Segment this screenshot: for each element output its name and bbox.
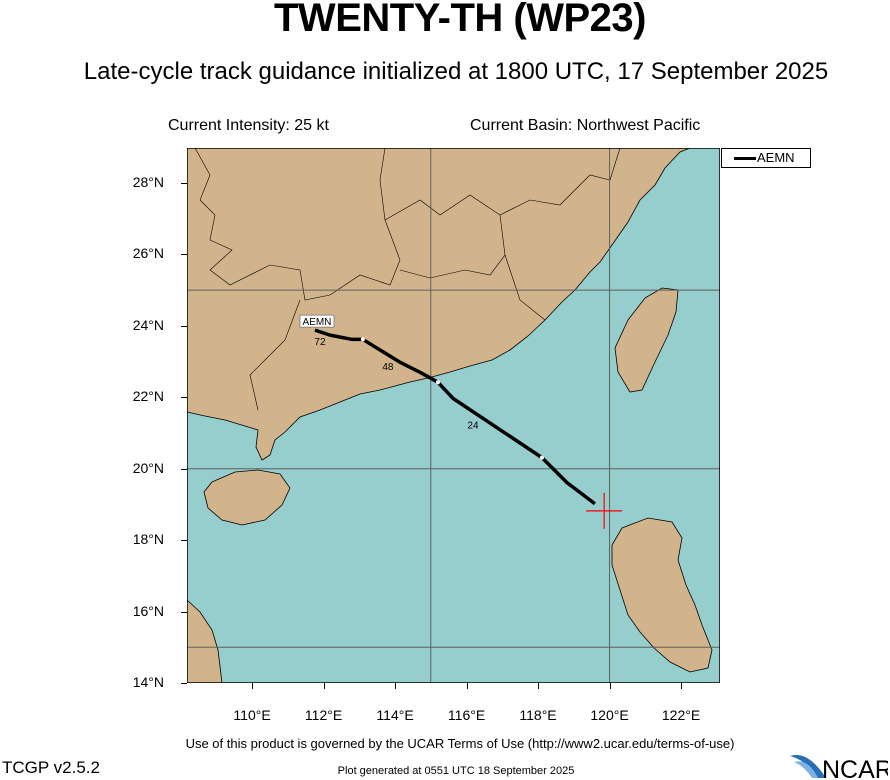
longitude-tick <box>395 683 397 689</box>
terms-of-use: Use of this product is governed by the U… <box>185 736 735 751</box>
longitude-tick-label: 118°E <box>519 707 557 723</box>
longitude-tick-label: 114°E <box>376 707 414 723</box>
latitude-tick-label: 26°N <box>132 245 164 262</box>
forecast-hour-label: 24 <box>467 420 479 431</box>
latitude-tick <box>181 183 187 184</box>
latitude-tick <box>181 325 187 327</box>
track-map: 24 48 72 AEMN <box>187 148 720 683</box>
current-intensity: Current Intensity: 25 kt <box>168 117 329 134</box>
track-end-label-box <box>299 314 335 328</box>
current-position-marker <box>586 492 623 529</box>
latitude-tick <box>181 683 187 684</box>
longitude-tick <box>681 683 683 689</box>
forecast-hour-label: 72 <box>314 337 326 348</box>
graticule <box>187 148 720 683</box>
indochina <box>187 599 223 683</box>
legend-line-aemn <box>734 157 756 160</box>
province-borders <box>194 148 621 411</box>
longitude-tick <box>538 683 540 689</box>
longitude-tick <box>252 683 254 689</box>
longitude-tick <box>609 683 611 689</box>
track-time-marker <box>360 337 365 342</box>
latitude-tick-label: 18°N <box>132 531 164 548</box>
latitude-tick <box>181 254 187 256</box>
latitude-tick-label: 16°N <box>132 602 164 619</box>
track-time-marker <box>539 455 544 460</box>
latitude-tick-label: 14°N <box>132 674 164 690</box>
legend: AEMN <box>721 148 811 168</box>
latitude-tick-label: 24°N <box>132 316 164 333</box>
plot-subtitle: Late-cycle track guidance initialized at… <box>83 58 829 85</box>
legend-label-aemn: AEMN <box>757 150 795 165</box>
storm-title: TWENTY-TH (WP23) <box>274 0 646 40</box>
version-label: TCGP v2.5.2 <box>2 758 100 777</box>
svg-text:NCAR: NCAR <box>822 756 888 780</box>
hainan-island <box>203 469 291 526</box>
latitude-tick-label: 28°N <box>132 174 164 190</box>
longitude-tick-label: 116°E <box>447 707 486 723</box>
track-time-marker <box>435 380 440 385</box>
latitude-tick <box>181 397 187 399</box>
longitude-tick-label: 112°E <box>304 707 343 723</box>
longitude-tick-label: 122°E <box>661 707 701 723</box>
current-basin: Current Basin: Northwest Pacific <box>470 117 701 134</box>
ncar-logo: NCAR <box>790 754 888 780</box>
track-layer: 24 48 72 AEMN <box>299 314 596 506</box>
longitude-tick <box>466 683 468 689</box>
latitude-tick-label: 22°N <box>132 388 164 405</box>
longitude-tick-label: 120°E <box>590 707 629 723</box>
taiwan-island <box>614 287 679 393</box>
latitude-tick <box>181 540 187 542</box>
generated-time: Plot generated at 0551 UTC 18 September … <box>337 765 575 777</box>
land <box>187 148 713 683</box>
luzon-island <box>611 517 713 673</box>
latitude-tick <box>181 468 187 470</box>
latitude-tick <box>181 611 187 613</box>
track-end-label: AEMN <box>303 317 332 328</box>
latitude-tick-label: 20°N <box>132 459 164 476</box>
forecast-hour-label: 48 <box>382 362 394 373</box>
longitude-tick <box>323 683 325 689</box>
longitude-tick-label: 110°E <box>233 707 271 723</box>
track-line-aemn <box>314 328 596 506</box>
